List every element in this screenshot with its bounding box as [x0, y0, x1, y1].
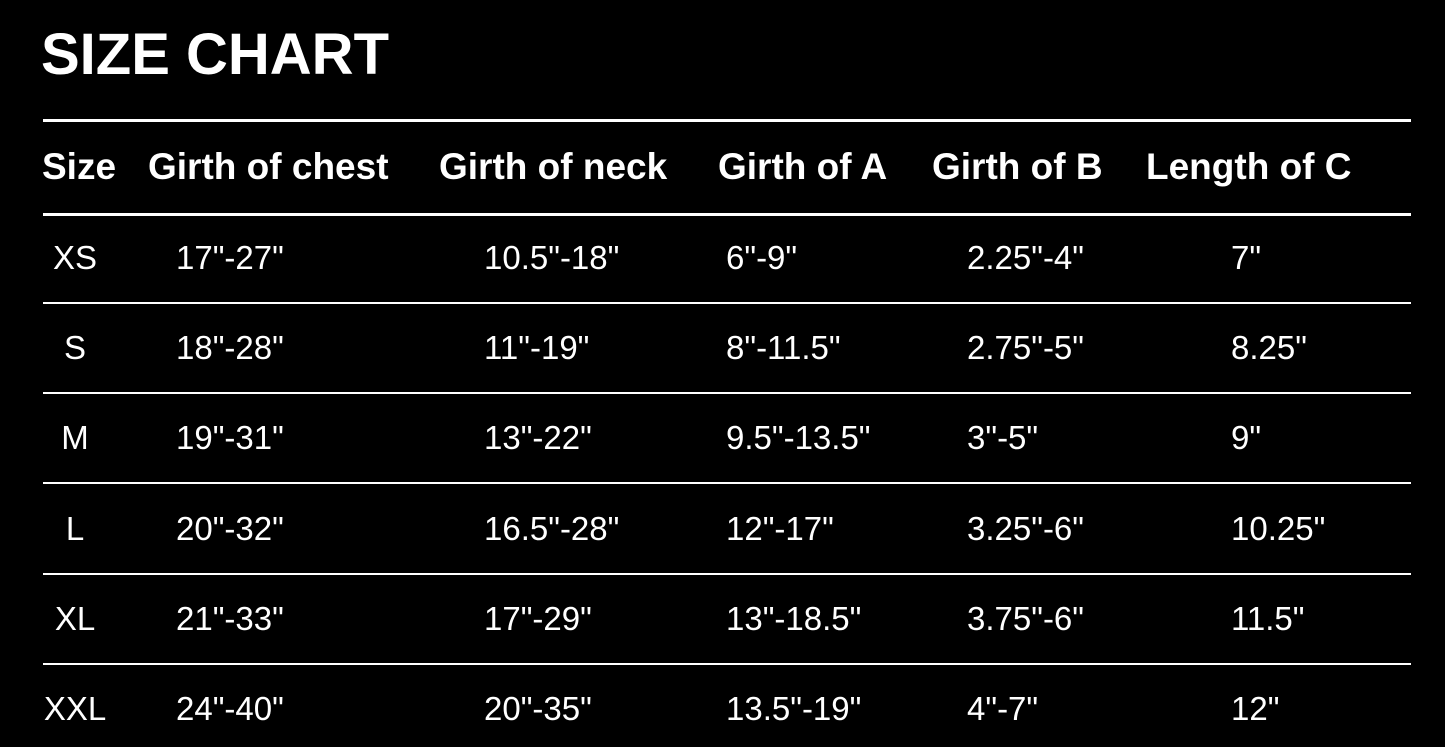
measurement-cell: 10.25"	[1231, 509, 1326, 547]
measurement-cell: 24"-40"	[176, 690, 284, 727]
row-divider	[43, 662, 1411, 665]
measurement-cell: 17"-27"	[176, 239, 284, 276]
measurement-cell: 3.25"-6"	[967, 509, 1084, 547]
size-label: S	[63, 329, 86, 367]
table-top-divider	[43, 119, 1411, 122]
measurement-cell: 8"-11.5"	[726, 329, 841, 367]
column-header: Girth of neck	[439, 146, 668, 187]
column-header: Girth of A	[718, 146, 888, 187]
measurement-cell: 9"	[1231, 419, 1262, 457]
size-label: XL	[54, 599, 96, 637]
measurement-cell: 3"-5"	[967, 419, 1039, 457]
size-label: M	[61, 419, 89, 457]
size-label: XXL	[43, 690, 107, 727]
row-divider	[43, 572, 1411, 575]
measurement-cell: 6"-9"	[726, 239, 798, 276]
size-label: L	[65, 509, 85, 547]
measurement-cell: 10.5"-18"	[484, 239, 620, 276]
column-header: Size	[42, 146, 117, 187]
measurement-cell: 7"	[1231, 239, 1262, 276]
measurement-cell: 9.5"-13.5"	[726, 419, 871, 457]
measurement-cell: 16.5"-28"	[484, 509, 620, 547]
measurement-cell: 4"-7"	[967, 690, 1039, 727]
measurement-cell: 20"-32"	[176, 509, 284, 547]
measurement-cell: 8.25"	[1231, 329, 1307, 367]
measurement-cell: 2.25"-4"	[967, 239, 1084, 276]
measurement-cell: 2.75"-5"	[967, 329, 1084, 367]
measurement-cell: 12"	[1231, 690, 1280, 727]
size-label: XS	[52, 239, 98, 276]
measurement-cell: 18"-28"	[176, 329, 284, 367]
page-title: SIZE CHART	[41, 22, 389, 87]
column-header: Length of C	[1146, 146, 1352, 187]
measurement-cell: 11.5"	[1231, 599, 1305, 637]
measurement-cell: 21"-33"	[176, 599, 284, 637]
measurement-cell: 13.5"-19"	[726, 690, 862, 727]
row-divider	[43, 482, 1411, 485]
measurement-cell: 17"-29"	[484, 599, 592, 637]
row-divider	[43, 392, 1411, 395]
measurement-cell: 3.75"-6"	[967, 599, 1084, 637]
measurement-cell: 20"-35"	[484, 690, 592, 727]
column-header: Girth of chest	[148, 146, 389, 187]
measurement-cell: 13"-22"	[484, 419, 592, 457]
row-divider	[43, 302, 1411, 304]
measurement-cell: 19"-31"	[176, 419, 284, 457]
measurement-cell: 13"-18.5"	[726, 599, 862, 637]
column-header: Girth of B	[932, 146, 1103, 187]
measurement-cell: 12"-17"	[726, 509, 834, 547]
header-divider	[43, 213, 1411, 216]
measurement-cell: 11"-19"	[484, 329, 590, 367]
